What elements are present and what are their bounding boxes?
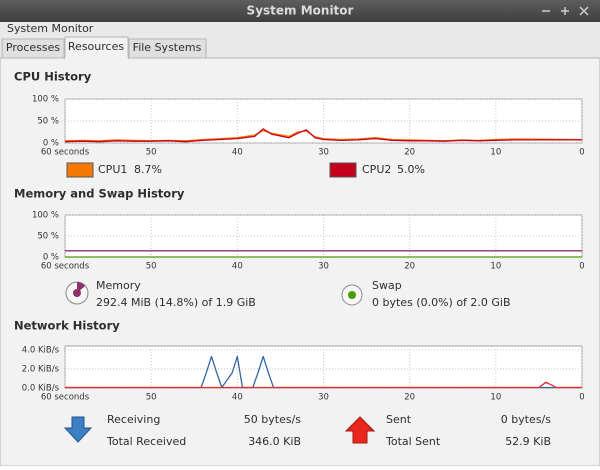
legend-swatch	[66, 162, 94, 178]
legend-label: CPU1	[98, 163, 127, 176]
x-tick-label: 20	[404, 262, 415, 272]
receiving-icon	[63, 416, 93, 443]
legend-label: Memory	[96, 279, 141, 292]
legend-detail: 292.4 MiB (14.8%) of 1.9 GiB	[96, 296, 256, 309]
x-tick-label: 40	[232, 393, 243, 403]
series-line	[64, 128, 582, 143]
y-tick-label: 50 %	[37, 232, 59, 242]
x-tick-label: 10	[490, 262, 501, 272]
close-button[interactable]	[579, 6, 589, 16]
x-tick-label: 40	[232, 148, 243, 158]
legend-label: Receiving	[107, 413, 160, 426]
menu-item[interactable]: System Monitor	[7, 22, 94, 35]
x-tick-label: 10	[490, 148, 501, 158]
y-tick-label: 100 %	[32, 211, 59, 221]
x-tick-label: 10	[490, 393, 501, 403]
x-tick-label: 30	[318, 393, 329, 403]
x-tick-label: 0	[579, 262, 584, 272]
legend-value: 5.0%	[397, 163, 425, 176]
y-tick-label: 4.0 KiB/s	[22, 345, 60, 355]
x-tick-label: 50	[146, 393, 157, 403]
tab-label[interactable]: Processes	[6, 41, 60, 54]
y-tick-label: 100 %	[32, 95, 59, 105]
section-title: Network History	[14, 319, 120, 333]
x-tick-label: 30	[318, 148, 329, 158]
section-title: Memory and Swap History	[14, 187, 185, 201]
y-tick-label: 2.0 KiB/s	[22, 364, 60, 374]
window-title: System Monitor	[247, 4, 354, 18]
total-label: Total Sent	[385, 435, 441, 448]
x-tick-label: 60 seconds	[41, 148, 90, 158]
series-line	[65, 355, 582, 389]
maximize-button[interactable]	[561, 7, 569, 15]
sent-icon	[344, 416, 376, 444]
legend-label: CPU2	[362, 163, 391, 176]
tab-join	[65, 57, 128, 60]
memory-icon-center	[73, 289, 81, 297]
legend-label: Swap	[372, 279, 402, 292]
total-label: Total Received	[106, 435, 186, 448]
x-tick-label: 20	[404, 393, 415, 403]
swap-icon-center	[348, 291, 356, 299]
total: 346.0 KiB	[248, 435, 301, 448]
tab-label[interactable]: Resources	[68, 40, 124, 53]
x-tick-label: 50	[146, 262, 157, 272]
x-tick-label: 0	[579, 393, 584, 403]
x-tick-label: 30	[318, 262, 329, 272]
title-bar	[0, 0, 600, 22]
rate: 0 bytes/s	[501, 413, 552, 426]
x-tick-label: 40	[232, 262, 243, 272]
section-title: CPU History	[14, 70, 92, 84]
rate: 50 bytes/s	[244, 413, 302, 426]
tab[interactable]	[1, 38, 65, 59]
y-tick-label: 0 %	[43, 253, 59, 263]
legend-swatch	[329, 162, 357, 178]
legend-value: 8.7%	[134, 163, 162, 176]
x-tick-label: 0	[579, 148, 584, 158]
legend-detail: 0 bytes (0.0%) of 2.0 GiB	[372, 296, 511, 309]
y-tick-label: 0.0 KiB/s	[22, 384, 60, 394]
total: 52.9 KiB	[505, 435, 551, 448]
x-tick-label: 50	[146, 148, 157, 158]
x-tick-label: 60 seconds	[41, 262, 90, 272]
tab-label[interactable]: File Systems	[133, 41, 202, 54]
series-line	[65, 381, 582, 389]
x-tick-label: 20	[404, 148, 415, 158]
tab[interactable]	[128, 38, 207, 59]
y-tick-label: 50 %	[37, 117, 59, 127]
y-tick-label: 0 %	[43, 139, 59, 149]
x-tick-label: 60 seconds	[41, 393, 90, 403]
legend-label: Sent	[386, 413, 412, 426]
